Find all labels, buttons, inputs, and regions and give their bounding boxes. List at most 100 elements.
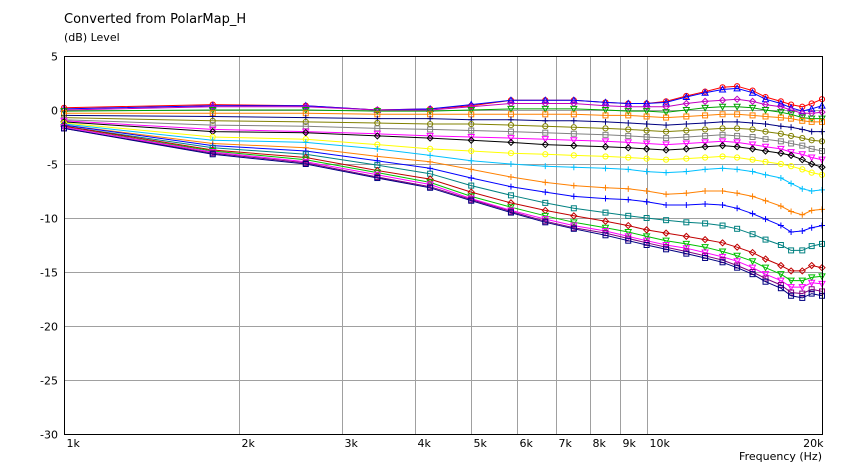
data-point: [542, 111, 549, 118]
data-point: [799, 185, 806, 192]
data-point: [467, 136, 475, 144]
data-point: [683, 168, 690, 175]
data-point: [799, 142, 806, 149]
data-point: [798, 277, 807, 285]
data-point: [734, 190, 741, 197]
data-point: [702, 200, 709, 207]
data-point: [569, 105, 578, 113]
series-line: [63, 117, 823, 142]
data-point: [749, 168, 756, 175]
data-point: [374, 175, 381, 182]
chart-title: Converted from PolarMap_H: [64, 12, 247, 27]
data-point: [642, 99, 651, 107]
data-point: [643, 215, 650, 221]
y-tick-label: 0: [51, 105, 58, 118]
data-point: [663, 246, 670, 253]
data-point: [807, 279, 816, 287]
data-point: [701, 139, 709, 147]
data-point: [468, 175, 475, 182]
series-10: [60, 118, 826, 171]
data-point: [507, 128, 514, 135]
data-point: [570, 152, 577, 159]
data-point: [749, 156, 756, 163]
data-point: [734, 154, 741, 161]
data-point: [733, 143, 741, 151]
data-point: [701, 97, 709, 106]
data-point: [762, 197, 769, 204]
series-line: [63, 119, 823, 152]
data-point: [427, 165, 434, 172]
data-point: [467, 107, 476, 115]
data-point: [662, 229, 670, 237]
tick-labels: 5 0 -5 -10 -15 -20 -25 -30 1k 2k 3k 4k 5k 6k 7k 8k 9k 10k…: [40, 51, 824, 451]
data-point: [569, 137, 578, 145]
data-point: [719, 165, 726, 172]
data-point: [624, 233, 633, 241]
data-point: [467, 134, 476, 142]
data-point: [701, 126, 709, 133]
data-point: [799, 227, 806, 234]
data-point: [777, 281, 784, 288]
y-tick-label: -5: [47, 159, 58, 172]
series-19: [61, 125, 825, 297]
data-point: [734, 225, 741, 232]
x-tick-label: 5k: [474, 437, 488, 450]
data-point: [682, 240, 691, 248]
data-point: [683, 190, 690, 197]
data-point: [302, 139, 309, 146]
data-point: [808, 118, 815, 125]
data-point: [702, 220, 709, 227]
data-point: [625, 166, 632, 173]
data-point: [683, 127, 690, 134]
data-point: [702, 254, 709, 261]
data-point: [642, 108, 651, 116]
x-tick-label: 3k: [345, 437, 359, 450]
data-point: [570, 124, 577, 131]
data-point: [507, 161, 514, 167]
series-line: [63, 126, 823, 288]
data-point: [719, 222, 726, 229]
data-point: [373, 169, 382, 177]
data-point: [542, 129, 549, 136]
data-point: [701, 104, 709, 112]
data-point: [625, 196, 632, 203]
y-tick-label: 5: [51, 51, 58, 64]
data-point: [602, 153, 609, 160]
data-point: [798, 155, 806, 164]
data-point: [507, 192, 514, 199]
data-point: [302, 148, 309, 155]
data-point: [468, 147, 475, 155]
data-point: [570, 225, 577, 232]
data-point: [777, 130, 784, 137]
data-point: [733, 95, 741, 103]
data-point: [702, 132, 709, 139]
data-point: [807, 261, 816, 270]
data-point: [541, 140, 549, 149]
data-point: [788, 208, 795, 215]
data-point: [799, 247, 806, 254]
data-point: [762, 216, 769, 223]
data-point: [749, 271, 756, 278]
data-point: [807, 154, 816, 162]
data-point: [468, 157, 475, 164]
data-point: [799, 103, 806, 110]
data-point: [702, 188, 709, 194]
data-point: [788, 115, 795, 122]
data-point: [749, 193, 756, 200]
data-point: [788, 247, 795, 254]
y-tick-label: -25: [40, 375, 58, 388]
data-point: [799, 290, 806, 297]
data-point: [799, 126, 806, 133]
data-point: [749, 134, 756, 140]
data-point: [302, 128, 310, 137]
data-point: [602, 125, 609, 132]
data-point: [808, 188, 815, 194]
data-point: [625, 112, 632, 119]
data-point: [625, 154, 632, 161]
x-tick-label: 10k: [650, 437, 671, 450]
data-point: [762, 113, 769, 120]
data-point: [643, 242, 650, 248]
data-point: [719, 202, 726, 209]
x-tick-label: 8k: [593, 437, 607, 450]
data-point: [208, 149, 217, 157]
